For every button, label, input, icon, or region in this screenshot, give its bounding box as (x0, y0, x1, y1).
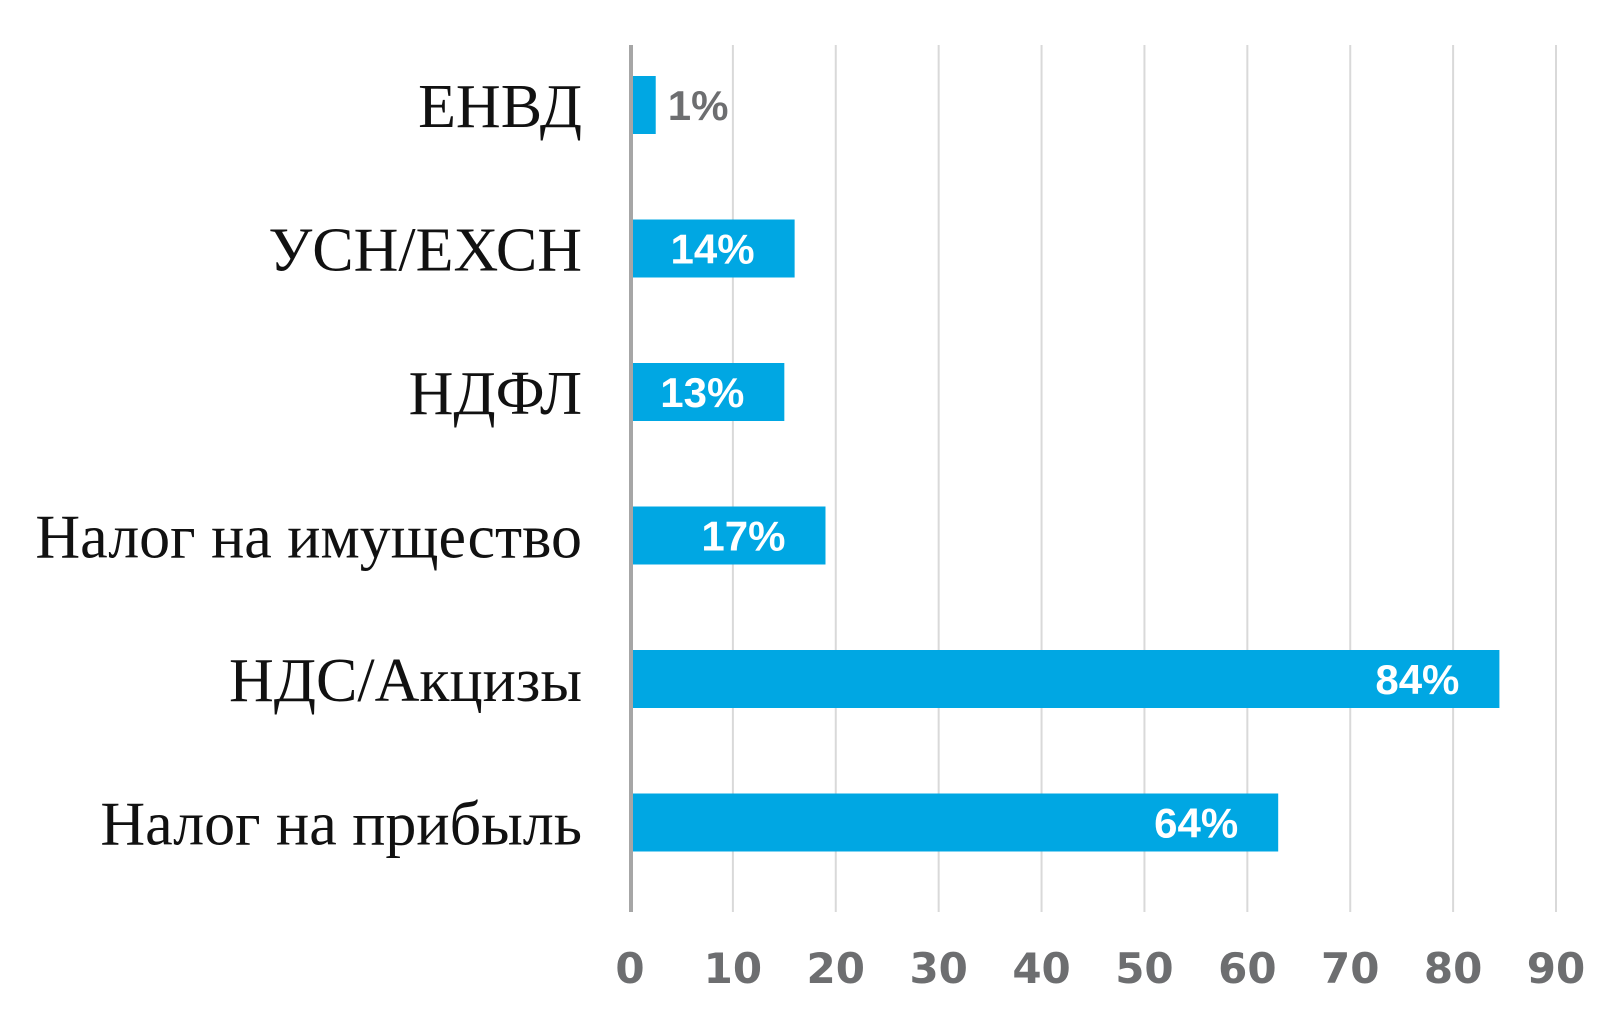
x-tick-label: 10 (704, 944, 762, 993)
bar (632, 219, 795, 278)
x-tick-label: 70 (1321, 944, 1379, 993)
category-label: Налог на имущество (35, 504, 582, 572)
bars (632, 76, 1500, 852)
bar (632, 650, 1500, 708)
value-labels: 1% 14% 13% 17% 84% 64% (660, 82, 1459, 847)
value-label: 13% (660, 369, 744, 416)
x-tick-label: 90 (1527, 944, 1585, 993)
x-tick-labels: 0 10 20 30 40 50 60 70 80 90 (615, 944, 1585, 993)
x-tick-label: 50 (1115, 944, 1173, 993)
gridlines (731, 45, 1557, 912)
category-label: ЕНВД (418, 73, 582, 141)
value-label: 84% (1375, 656, 1459, 703)
bar (632, 793, 1279, 852)
category-labels: ЕНВД УСН/ЕХСН НДФЛ Налог на имущество НДС/Ак… (35, 73, 582, 859)
x-tick-label: 60 (1218, 944, 1276, 993)
category-label: УСН/ЕХСН (268, 217, 582, 285)
category-label: НДФЛ (409, 360, 582, 428)
value-label: 14% (671, 226, 755, 273)
bar (632, 506, 826, 565)
bar (632, 363, 785, 421)
x-tick-label: 30 (909, 944, 967, 993)
value-label: 64% (1154, 800, 1238, 847)
x-tick-label: 80 (1424, 944, 1482, 993)
value-label: 17% (701, 513, 785, 560)
value-label: 1% (668, 82, 729, 129)
x-tick-label: 40 (1012, 944, 1070, 993)
bar (632, 76, 656, 134)
category-label: Налог на прибыль (100, 791, 582, 859)
x-tick-label: 20 (807, 944, 865, 993)
x-tick-label: 0 (615, 944, 644, 993)
category-label: НДС/Акцизы (229, 647, 582, 715)
